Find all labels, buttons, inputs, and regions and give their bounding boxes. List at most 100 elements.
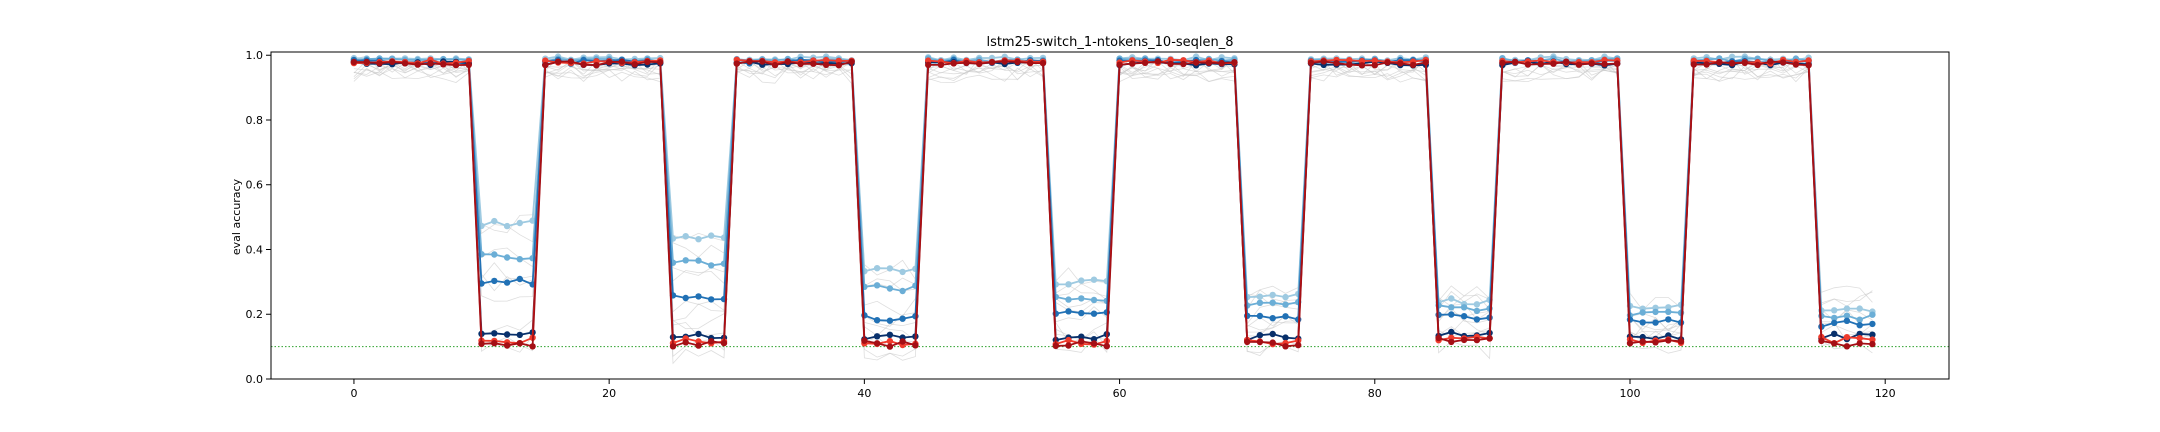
data-point: [822, 56, 830, 64]
data-point: [1346, 61, 1353, 68]
data-point: [1256, 332, 1264, 339]
data-point: [1677, 338, 1685, 345]
data-point: [873, 265, 881, 272]
data-point: [1831, 330, 1838, 337]
data-point: [1499, 59, 1506, 67]
data-point: [682, 294, 689, 302]
data-point: [1409, 61, 1417, 69]
data-point: [1014, 58, 1021, 66]
data-point: [720, 339, 728, 347]
data-point: [1614, 60, 1621, 67]
y-tick-label: 1.0: [246, 49, 264, 62]
data-point: [1460, 336, 1468, 344]
data-point: [516, 256, 523, 263]
data-point: [1256, 299, 1264, 306]
data-point: [1856, 316, 1863, 323]
data-point: [1269, 315, 1276, 322]
data-point: [1065, 308, 1072, 315]
data-point: [733, 60, 740, 67]
data-point: [350, 58, 358, 66]
data-point: [963, 59, 970, 67]
data-point: [708, 232, 715, 239]
data-point: [1244, 338, 1251, 346]
data-point: [1371, 57, 1379, 64]
data-point: [1078, 295, 1085, 302]
data-point: [1295, 341, 1302, 349]
data-point: [1818, 337, 1825, 345]
data-point: [1792, 61, 1800, 68]
data-point: [886, 331, 894, 338]
data-point: [1665, 308, 1672, 315]
data-point: [1665, 304, 1672, 311]
data-point: [452, 61, 460, 69]
data-point: [1473, 307, 1481, 315]
y-tick-label: 0.6: [246, 179, 264, 192]
chart-title: lstm25-switch_1-ntokens_10-seqlen_8: [986, 35, 1233, 50]
data-point: [822, 61, 830, 68]
data-point: [1039, 59, 1047, 67]
data-point: [708, 338, 715, 345]
data-point: [1282, 301, 1289, 308]
data-point: [593, 61, 600, 69]
data-point: [899, 287, 906, 295]
data-point: [1090, 296, 1098, 304]
y-axis-label: eval accuracy: [230, 178, 243, 255]
data-point: [1320, 58, 1327, 65]
data-point: [1856, 335, 1863, 342]
data-point: [1448, 328, 1455, 336]
data-point: [1767, 58, 1774, 65]
y-tick-label: 0.0: [246, 373, 264, 386]
data-point: [1269, 330, 1276, 338]
axes-frame: [270, 51, 1950, 380]
data-point: [1524, 61, 1532, 68]
x-tick-label: 40: [857, 387, 871, 400]
data-point: [1486, 335, 1493, 342]
data-point: [1869, 340, 1876, 348]
data-point: [1269, 339, 1276, 346]
data-point: [542, 57, 549, 64]
data-point: [503, 342, 511, 349]
data-point: [873, 317, 881, 324]
data-point: [1167, 60, 1174, 68]
data-point: [1843, 334, 1851, 341]
y-tick-label: 0.4: [246, 243, 264, 256]
data-point: [1358, 62, 1366, 69]
data-point: [759, 58, 766, 65]
data-point: [1371, 61, 1379, 69]
data-point: [618, 58, 626, 65]
data-point: [1563, 58, 1570, 65]
data-point: [542, 61, 549, 69]
data-point: [886, 343, 894, 350]
data-point: [503, 331, 511, 338]
data-point: [886, 265, 894, 272]
data-point: [695, 342, 702, 349]
data-point: [1090, 276, 1098, 283]
data-point: [1626, 340, 1634, 347]
data-point: [937, 61, 945, 68]
data-point: [1078, 338, 1085, 345]
data-point: [886, 317, 894, 324]
data-point: [491, 340, 498, 347]
data-point: [1448, 311, 1455, 318]
data-point: [503, 254, 511, 261]
data-point: [1575, 61, 1583, 68]
data-point: [1460, 313, 1468, 320]
data-point: [912, 342, 919, 349]
data-point: [1256, 293, 1264, 300]
data-point: [1333, 60, 1340, 67]
data-point: [1665, 337, 1672, 344]
data-point: [1754, 61, 1761, 69]
data-point: [1282, 293, 1289, 301]
data-point: [1601, 60, 1608, 68]
data-point: [427, 60, 434, 67]
data-point: [1065, 296, 1072, 303]
data-point: [1856, 305, 1863, 312]
data-point: [1231, 59, 1238, 66]
data-point: [1269, 291, 1276, 299]
data-point: [682, 257, 689, 264]
data-point: [1639, 309, 1646, 316]
data-point: [1218, 59, 1225, 67]
data-point: [925, 61, 932, 69]
data-point: [848, 58, 855, 65]
y-tick-label: 0.8: [246, 114, 264, 127]
